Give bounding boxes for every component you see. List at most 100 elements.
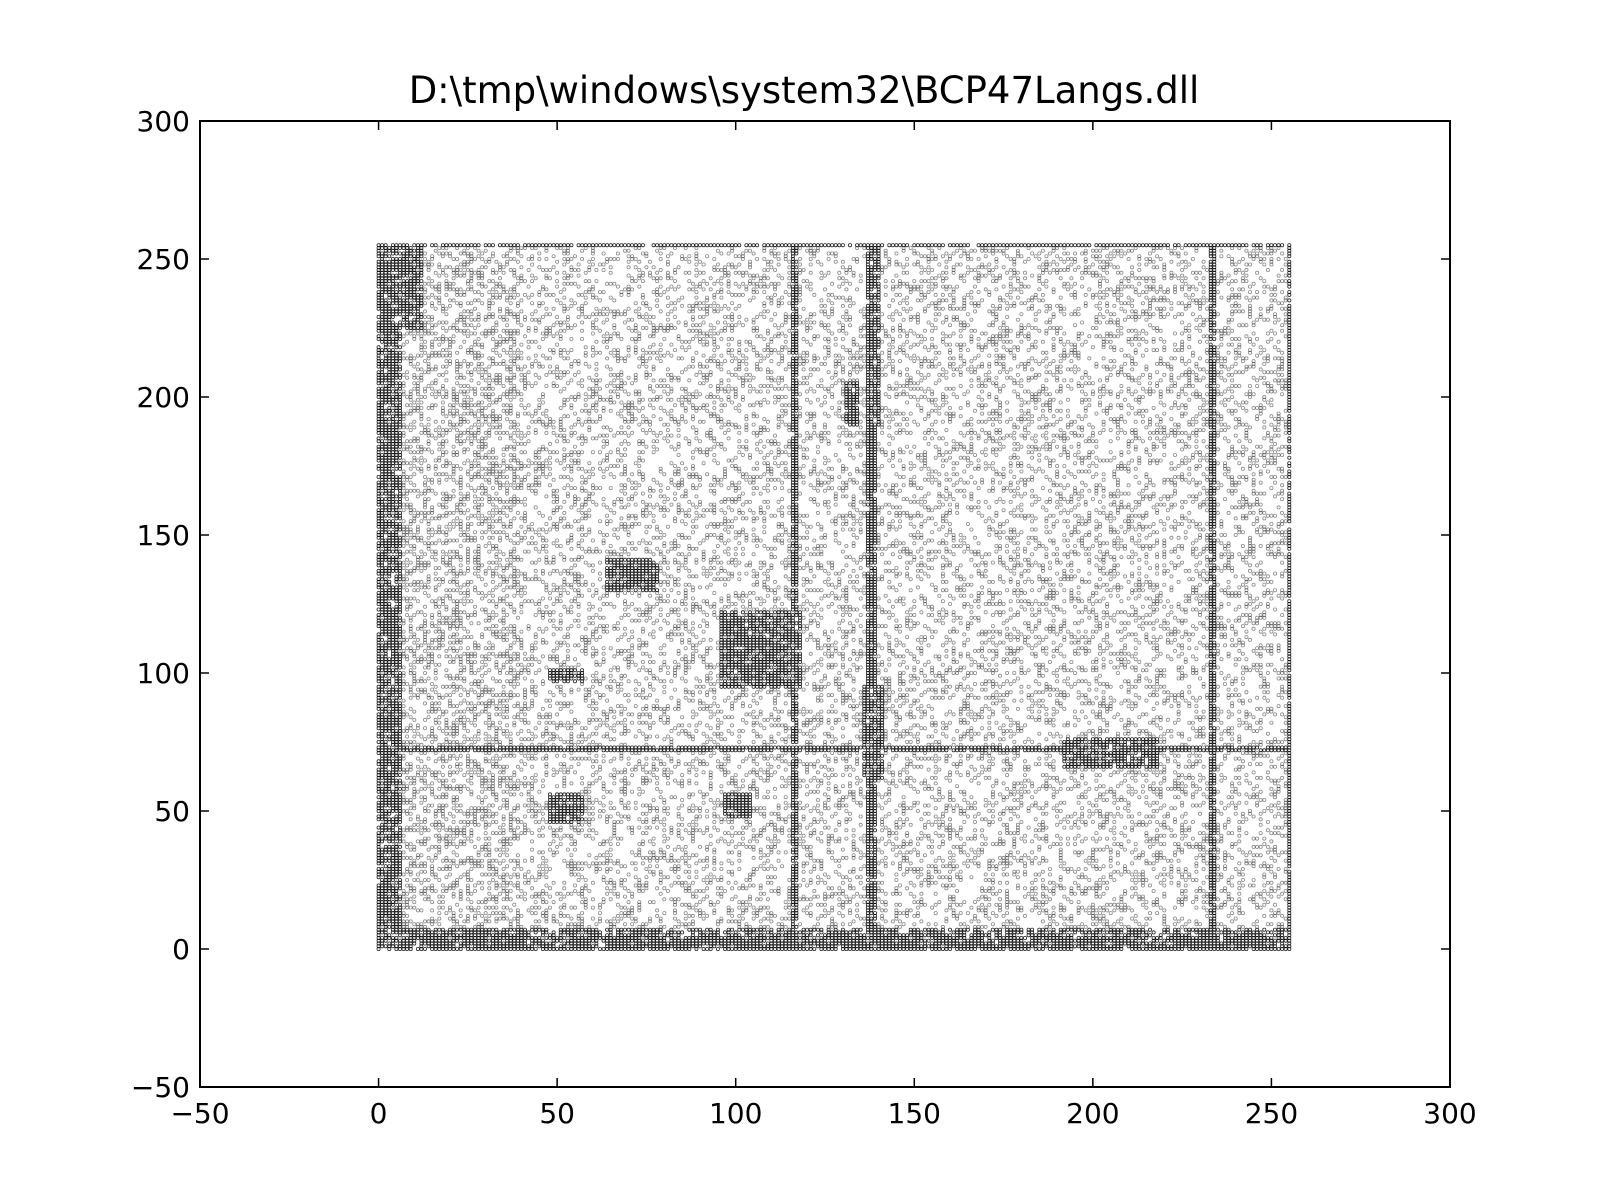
data-point	[412, 364, 417, 369]
data-point	[390, 513, 395, 518]
data-point	[490, 872, 495, 877]
data-point	[383, 764, 388, 769]
data-point	[490, 508, 495, 513]
data-point	[426, 281, 431, 286]
data-point	[422, 869, 427, 874]
data-point	[483, 786, 488, 791]
data-point	[401, 566, 406, 571]
data-point	[476, 737, 481, 742]
data-point	[412, 312, 417, 317]
data-point	[401, 356, 406, 361]
data-point	[501, 328, 506, 333]
data-points	[376, 243, 1292, 952]
data-point	[512, 640, 517, 645]
data-point	[376, 474, 381, 479]
data-point	[437, 894, 442, 899]
data-point	[469, 331, 474, 336]
data-point	[444, 273, 449, 278]
data-point	[480, 256, 485, 261]
data-point	[383, 552, 388, 557]
data-point	[444, 306, 449, 311]
data-point	[505, 872, 510, 877]
data-point	[497, 635, 502, 640]
data-point	[433, 419, 438, 424]
data-point	[465, 778, 470, 783]
data-point	[501, 243, 506, 248]
data-point	[390, 389, 395, 394]
data-point	[447, 549, 452, 554]
data-point	[462, 626, 467, 631]
data-point	[426, 276, 431, 281]
data-point	[433, 646, 438, 651]
data-point	[426, 756, 431, 761]
data-point	[440, 889, 445, 894]
data-point	[512, 651, 517, 656]
data-point	[505, 626, 510, 631]
data-point	[437, 701, 442, 706]
data-point	[437, 472, 442, 477]
data-point	[422, 726, 427, 731]
data-point	[472, 499, 477, 504]
data-point	[437, 604, 442, 609]
data-point	[419, 491, 424, 496]
data-point	[490, 287, 495, 292]
data-point	[408, 535, 413, 540]
data-point	[458, 701, 463, 706]
data-point	[458, 563, 463, 568]
data-point	[490, 593, 495, 598]
data-point	[465, 701, 470, 706]
data-point	[501, 905, 506, 910]
data-point	[487, 905, 492, 910]
data-point	[437, 911, 442, 916]
data-point	[419, 869, 424, 874]
data-point	[480, 474, 485, 479]
data-point	[426, 593, 431, 598]
data-point	[451, 690, 456, 695]
data-point	[505, 723, 510, 728]
data-point	[469, 947, 474, 952]
data-point	[451, 588, 456, 593]
data-point	[447, 461, 452, 466]
data-point	[444, 472, 449, 477]
data-point	[437, 867, 442, 872]
data-point	[508, 301, 513, 306]
data-point	[430, 527, 435, 532]
data-point	[476, 516, 481, 521]
data-point	[430, 555, 435, 560]
data-point	[415, 494, 420, 499]
data-point	[440, 643, 445, 648]
data-point	[451, 488, 456, 493]
data-point	[451, 494, 456, 499]
data-point	[505, 317, 510, 322]
data-point	[451, 842, 456, 847]
data-point	[437, 922, 442, 927]
data-point	[415, 458, 420, 463]
data-point	[505, 350, 510, 355]
data-point	[519, 717, 524, 722]
data-point	[408, 817, 413, 822]
data-point	[426, 767, 431, 772]
data-point	[408, 842, 413, 847]
data-point	[512, 533, 517, 538]
data-point	[376, 825, 381, 830]
data-point	[455, 809, 460, 814]
data-point	[487, 657, 492, 662]
data-point	[405, 497, 410, 502]
data-point	[433, 306, 438, 311]
data-point	[483, 731, 488, 736]
data-point	[501, 430, 506, 435]
data-point	[487, 880, 492, 885]
data-point	[508, 359, 513, 364]
data-point	[444, 505, 449, 510]
data-point	[501, 265, 506, 270]
data-point	[487, 626, 492, 631]
data-point	[426, 295, 431, 300]
data-point	[447, 858, 452, 863]
data-point	[437, 251, 442, 256]
data-point	[376, 488, 381, 493]
data-point	[390, 549, 395, 554]
data-point	[462, 610, 467, 615]
data-point	[455, 864, 460, 869]
data-point	[508, 889, 513, 894]
data-point	[465, 287, 470, 292]
